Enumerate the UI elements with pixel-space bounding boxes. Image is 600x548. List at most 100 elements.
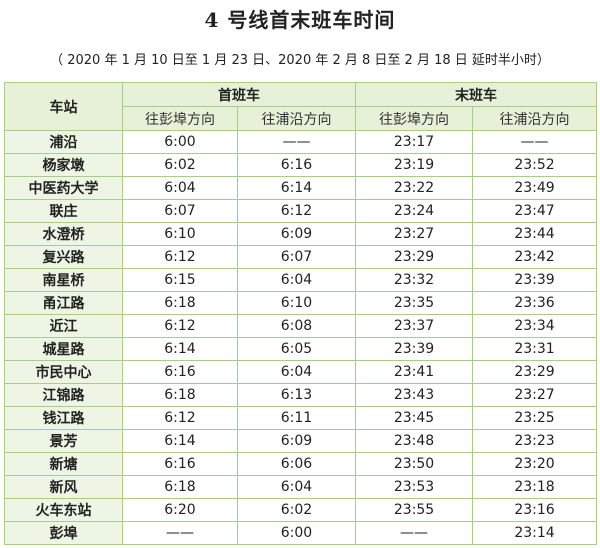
time-cell: 6:16: [122, 452, 238, 476]
time-cell: 6:04: [237, 360, 356, 384]
time-cell: 23:47: [472, 199, 597, 223]
time-cell: 23:17: [355, 130, 473, 154]
title: 4 号线首末班车时间: [204, 8, 396, 32]
time-cell: 6:09: [237, 429, 356, 453]
time-cell: 6:11: [237, 406, 356, 430]
time-cell: ——: [355, 521, 473, 545]
time-cell: 6:12: [237, 199, 356, 223]
table-row: 新风 6:18 6:04 23:53 23:18: [4, 475, 597, 499]
time-cell: 23:36: [472, 291, 597, 315]
station-cell: 新塘: [4, 452, 123, 476]
time-cell: ——: [237, 130, 356, 154]
table-row: 南星桥 6:15 6:04 23:32 23:39: [4, 268, 597, 292]
time-cell: 23:39: [472, 268, 597, 292]
station-cell: 浦沿: [4, 130, 123, 154]
time-cell: 23:20: [472, 452, 597, 476]
table-row: 近江 6:12 6:08 23:37 23:34: [4, 314, 597, 338]
time-cell: 6:14: [122, 429, 238, 453]
table-row: 联庄 6:07 6:12 23:24 23:47: [4, 199, 597, 223]
time-cell: 6:18: [122, 383, 238, 407]
station-cell: 联庄: [4, 199, 123, 223]
time-cell: 6:18: [122, 475, 238, 499]
time-cell: 23:50: [355, 452, 473, 476]
station-cell: 江锦路: [4, 383, 123, 407]
station-cell: 杨家墩: [4, 153, 123, 177]
time-cell: 23:42: [472, 245, 597, 269]
time-cell: 6:07: [122, 199, 238, 223]
time-cell: ——: [472, 130, 597, 154]
time-cell: 6:14: [237, 176, 356, 200]
group-header: 首班车: [122, 82, 356, 107]
time-cell: 23:49: [472, 176, 597, 200]
time-cell: 6:10: [237, 291, 356, 315]
time-cell: 23:19: [355, 153, 473, 177]
time-cell: 23:18: [472, 475, 597, 499]
station-cell: 彭埠: [4, 521, 123, 545]
table-row: 市民中心 6:16 6:04 23:41 23:29: [4, 360, 597, 384]
time-cell: 23:32: [355, 268, 473, 292]
station-cell: 水澄桥: [4, 222, 123, 246]
time-cell: 23:41: [355, 360, 473, 384]
table-row: 中医药大学 6:04 6:14 23:22 23:49: [4, 176, 597, 200]
time-cell: 23:14: [472, 521, 597, 545]
time-cell: 23:45: [355, 406, 473, 430]
time-cell: 23:43: [355, 383, 473, 407]
time-cell: 23:37: [355, 314, 473, 338]
time-cell: 23:24: [355, 199, 473, 223]
time-cell: 6:20: [122, 498, 238, 522]
time-cell: 23:29: [472, 360, 597, 384]
time-cell: 23:53: [355, 475, 473, 499]
time-cell: 6:14: [122, 337, 238, 361]
station-cell: 中医药大学: [4, 176, 123, 200]
time-cell: 6:15: [122, 268, 238, 292]
time-cell: 6:05: [237, 337, 356, 361]
time-cell: 6:16: [237, 153, 356, 177]
time-cell: 6:18: [122, 291, 238, 315]
time-cell: 23:29: [355, 245, 473, 269]
time-cell: 23:25: [472, 406, 597, 430]
time-cell: 23:35: [355, 291, 473, 315]
time-cell: 6:16: [122, 360, 238, 384]
station-cell: 景芳: [4, 429, 123, 453]
time-cell: 6:13: [237, 383, 356, 407]
time-cell: 23:48: [355, 429, 473, 453]
table-row: 钱江路 6:12 6:11 23:45 23:25: [4, 406, 597, 430]
sub-header: 往彭埠方向: [122, 106, 238, 131]
time-cell: 6:08: [237, 314, 356, 338]
table-row: 水澄桥 6:10 6:09 23:27 23:44: [4, 222, 597, 246]
station-cell: 新风: [4, 475, 123, 499]
time-cell: 23:44: [472, 222, 597, 246]
time-cell: 6:12: [122, 406, 238, 430]
time-cell: 6:04: [237, 268, 356, 292]
station-cell: 市民中心: [4, 360, 123, 384]
time-cell: 6:02: [122, 153, 238, 177]
time-cell: 6:12: [122, 314, 238, 338]
time-cell: 6:04: [237, 475, 356, 499]
table-row: 新塘 6:16 6:06 23:50 23:20: [4, 452, 597, 476]
table-row: 甬江路 6:18 6:10 23:35 23:36: [4, 291, 597, 315]
sub-header: 往浦沿方向: [472, 106, 597, 131]
timetable: 车站 首班车 末班车 往彭埠方向 往浦沿方向 往彭埠方向 往浦沿方向 浦沿 6:0…: [4, 82, 597, 545]
time-cell: 6:12: [122, 245, 238, 269]
station-cell: 近江: [4, 314, 123, 338]
time-cell: 23:23: [472, 429, 597, 453]
time-cell: 23:34: [472, 314, 597, 338]
group-header: 末班车: [355, 82, 597, 107]
sub-header: 往浦沿方向: [237, 106, 356, 131]
time-cell: 23:27: [472, 383, 597, 407]
table-row: 火车东站 6:20 6:02 23:55 23:16: [4, 498, 597, 522]
station-cell: 城星路: [4, 337, 123, 361]
time-cell: 6:00: [122, 130, 238, 154]
station-cell: 甬江路: [4, 291, 123, 315]
time-cell: 6:10: [122, 222, 238, 246]
station-cell: 复兴路: [4, 245, 123, 269]
time-cell: 6:02: [237, 498, 356, 522]
time-cell: 23:22: [355, 176, 473, 200]
station-cell: 南星桥: [4, 268, 123, 292]
table-row: 杨家墩 6:02 6:16 23:19 23:52: [4, 153, 597, 177]
subtitle: （ 2020 年 1 月 10 日至 1 月 23 日、2020 年 2 月 8…: [50, 53, 550, 68]
table-row: 复兴路 6:12 6:07 23:29 23:42: [4, 245, 597, 269]
time-cell: 6:00: [237, 521, 356, 545]
time-cell: 6:07: [237, 245, 356, 269]
